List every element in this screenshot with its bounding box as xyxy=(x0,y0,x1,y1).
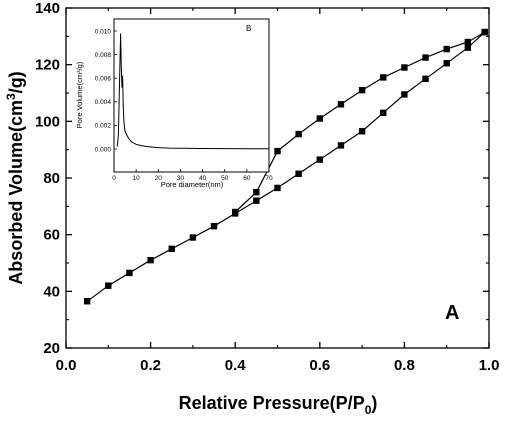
inset-x-axis-title: Pore diameter(nm) xyxy=(161,180,224,189)
adsorption-branch-marker xyxy=(83,298,91,305)
desorption-branch-marker xyxy=(358,86,366,94)
inset-y-tick-label: 0.010 xyxy=(95,28,112,35)
x-tick-label: 0.6 xyxy=(309,357,330,374)
inset-series-group xyxy=(116,33,269,150)
desorption-branch-marker xyxy=(232,208,239,216)
y-axis-title-superscript: 3 xyxy=(4,93,18,100)
adsorption-branch-marker xyxy=(380,109,387,117)
desorption-branch-line xyxy=(234,31,486,213)
x-axis-title-subscript: 0 xyxy=(365,403,372,417)
inset-y-tick-label: 0.000 xyxy=(95,146,112,153)
x-tick-label: 0.2 xyxy=(140,357,161,374)
y-tick-label: 140 xyxy=(35,0,60,17)
x-axis-title-end: ) xyxy=(371,393,377,413)
panel-label-a: A xyxy=(445,302,459,324)
x-axis-title: Relative Pressure(P/P0) xyxy=(179,393,378,417)
desorption-branch-marker xyxy=(295,130,302,138)
adsorption-branch-marker xyxy=(358,128,366,135)
inset-y-tick-label: 0.006 xyxy=(95,76,112,83)
y-axis-title-main: Absorbed Volume(cm xyxy=(6,100,26,285)
y-tick-label: 100 xyxy=(35,113,60,130)
adsorption-branch-marker xyxy=(401,91,408,98)
adsorption-branch-marker xyxy=(147,256,154,264)
desorption-branch-marker xyxy=(481,28,488,36)
desorption-branch-marker xyxy=(380,74,387,81)
adsorption-branch-marker xyxy=(337,142,345,149)
y-tick-label: 20 xyxy=(43,340,60,357)
adsorption-branch-marker xyxy=(295,170,302,177)
inset-plot-frame xyxy=(113,18,270,173)
desorption-branch-marker xyxy=(443,45,450,53)
inset-x-tick-label: 10 xyxy=(133,175,141,182)
y-tick-label: 80 xyxy=(43,170,60,187)
desorption-branch-marker xyxy=(401,64,408,71)
adsorption-branch-marker xyxy=(189,234,197,241)
inset-y-axis-title: Pore Volume(cm³/g) xyxy=(75,61,84,128)
adsorption-branch-line xyxy=(86,31,486,302)
inset-y-tick-label: 0.002 xyxy=(95,123,112,130)
adsorption-branch-marker xyxy=(105,282,112,289)
inset-y-tick-label: 0.008 xyxy=(95,52,112,59)
main-series-group xyxy=(83,28,488,305)
adsorption-branch-marker xyxy=(464,44,472,51)
adsorption-branch-marker xyxy=(210,222,218,230)
adsorption-branch-marker xyxy=(253,197,260,204)
inset-x-tick-label: 60 xyxy=(243,175,251,182)
y-tick-label: 40 xyxy=(43,283,60,300)
inset-axis-ticks: 0 10 20 30 40 50 60 70 0.000 0.002 0.004 0.006 0.008… xyxy=(95,28,273,182)
pore-distribution-line xyxy=(116,33,269,150)
y-axis-title: Absorbed Volume(cm3/g) xyxy=(4,71,26,284)
desorption-branch-marker xyxy=(422,54,429,61)
desorption-branch-marker xyxy=(316,115,323,122)
adsorption-branch-marker xyxy=(443,60,450,67)
y-tick-label: 120 xyxy=(35,57,60,74)
inset-x-tick-label: 20 xyxy=(155,175,163,182)
adsorption-branch-marker xyxy=(422,75,429,83)
inset-x-tick-label: 0 xyxy=(112,175,116,182)
inset-x-tick-label: 50 xyxy=(221,175,229,182)
desorption-branch-marker xyxy=(274,147,281,155)
adsorption-branch-marker xyxy=(316,156,323,163)
panel-label-b: B xyxy=(246,24,251,33)
inset-x-tick-label: 30 xyxy=(177,175,185,182)
desorption-branch-marker xyxy=(464,38,472,46)
desorption-branch-marker xyxy=(337,101,345,108)
inset-y-tick-label: 0.004 xyxy=(95,99,112,106)
y-axis-title-end: /g) xyxy=(6,71,26,93)
adsorption-branch-marker xyxy=(126,269,133,277)
y-tick-label: 60 xyxy=(43,227,60,244)
adsorption-branch-marker xyxy=(274,184,281,192)
x-tick-label: 0.0 xyxy=(56,357,77,374)
inset-x-tick-label: 40 xyxy=(199,175,207,182)
x-tick-label: 0.4 xyxy=(225,357,247,374)
adsorption-branch-marker xyxy=(168,245,175,253)
desorption-branch-marker xyxy=(253,188,260,196)
inset-x-tick-label: 70 xyxy=(265,175,273,182)
x-tick-label: 1.0 xyxy=(479,357,500,374)
x-tick-label: 0.8 xyxy=(394,357,415,374)
x-axis-title-main: Relative Pressure(P/P xyxy=(179,393,365,413)
